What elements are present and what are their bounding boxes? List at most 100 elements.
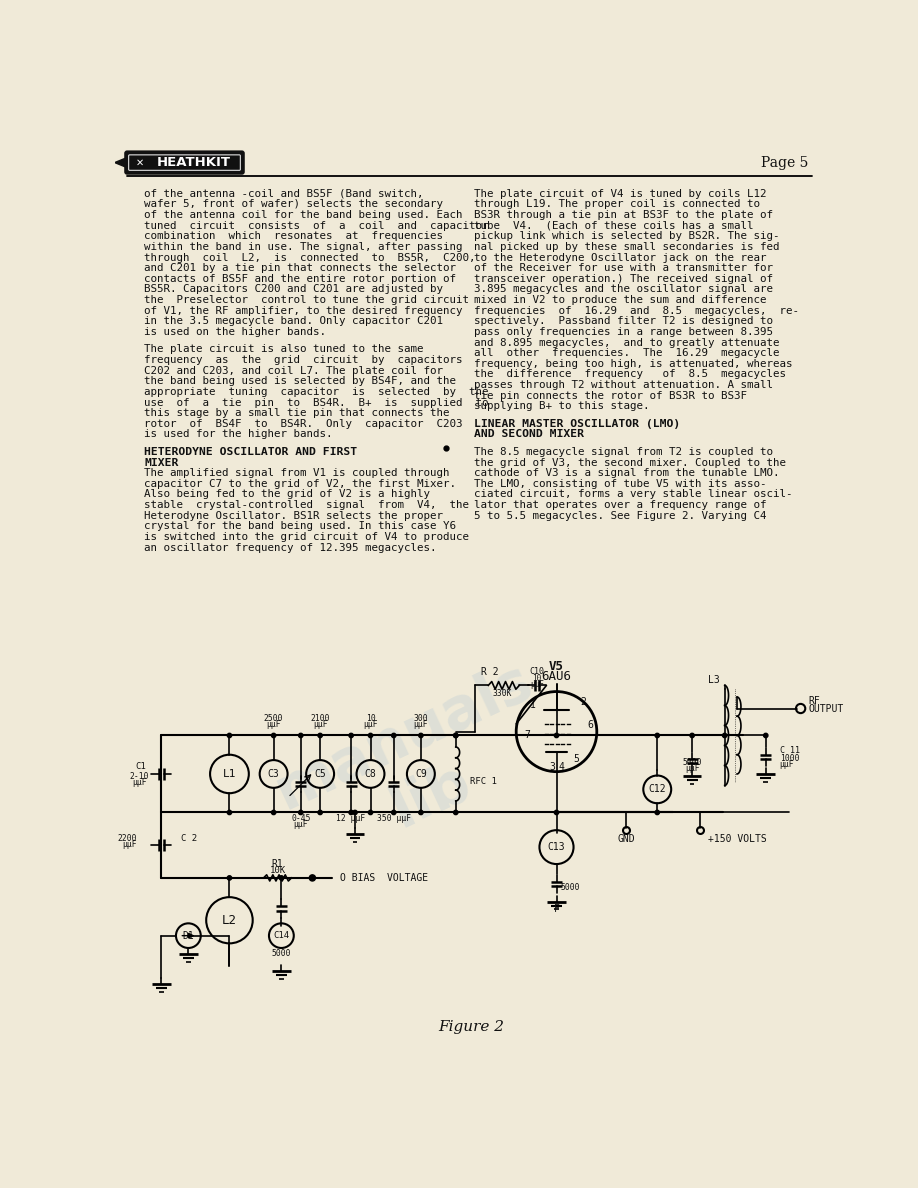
Text: L3: L3	[708, 675, 720, 685]
Circle shape	[554, 810, 559, 815]
Text: stable  crystal-controlled  signal  from  V4,  the: stable crystal-controlled signal from V4…	[144, 500, 469, 510]
Circle shape	[368, 810, 373, 815]
Text: 4: 4	[558, 762, 564, 772]
Text: the band being used is selected by BS4F, and the: the band being used is selected by BS4F,…	[144, 377, 456, 386]
Circle shape	[419, 810, 423, 815]
Circle shape	[318, 733, 322, 738]
Circle shape	[298, 810, 303, 815]
Text: supplying B+ to this stage.: supplying B+ to this stage.	[475, 402, 650, 411]
Text: crystal for the band being used. In this case Y6: crystal for the band being used. In this…	[144, 522, 456, 531]
Text: R 2: R 2	[480, 666, 498, 676]
Text: The amplified signal from V1 is coupled through: The amplified signal from V1 is coupled …	[144, 468, 450, 479]
Text: μμF: μμF	[685, 764, 700, 773]
Text: HETERODYNE OSCILLATOR AND FIRST: HETERODYNE OSCILLATOR AND FIRST	[144, 447, 357, 457]
Text: of the antenna ‑coil and BS5F (Band switch,: of the antenna ‑coil and BS5F (Band swit…	[144, 189, 424, 198]
Text: AND SECOND MIXER: AND SECOND MIXER	[475, 429, 585, 440]
Text: 12 μμF: 12 μμF	[337, 814, 365, 823]
Text: cathode of V3 is a signal from the tunable LMO.: cathode of V3 is a signal from the tunab…	[475, 468, 780, 479]
Text: μμF: μμF	[414, 720, 428, 729]
Text: Page 5: Page 5	[761, 157, 809, 170]
Text: Also being fed to the grid of V2 is a highly: Also being fed to the grid of V2 is a hi…	[144, 489, 431, 499]
Text: C8: C8	[364, 769, 376, 779]
Text: 300: 300	[414, 714, 428, 723]
Text: the  difference  frequency   of  8.5  megacycles: the difference frequency of 8.5 megacycl…	[475, 369, 787, 379]
Text: LINEAR MASTER OSCILLATOR (LMO): LINEAR MASTER OSCILLATOR (LMO)	[475, 419, 680, 429]
Text: 350 μμF: 350 μμF	[376, 814, 411, 823]
Text: this stage by a small tie pin that connects the: this stage by a small tie pin that conne…	[144, 409, 450, 418]
Text: BS3R through a tie pin at BS3F to the plate of: BS3R through a tie pin at BS3F to the pl…	[475, 210, 773, 220]
Text: to the Heterodyne Oscillator jack on the rear: to the Heterodyne Oscillator jack on the…	[475, 253, 767, 263]
Text: the grid of V3, the second mixer. Coupled to the: the grid of V3, the second mixer. Couple…	[475, 457, 787, 468]
Circle shape	[722, 733, 727, 738]
Text: MIXER: MIXER	[144, 457, 179, 468]
Text: μμF: μμF	[364, 720, 378, 729]
Text: μμF: μμF	[122, 840, 137, 849]
Text: of the antenna coil for the band being used. Each: of the antenna coil for the band being u…	[144, 210, 463, 220]
Circle shape	[349, 733, 353, 738]
Text: μμF: μμF	[779, 760, 794, 769]
Text: μμF: μμF	[313, 720, 328, 729]
Text: combination  which  resonates  at  frequencies: combination which resonates at frequenci…	[144, 232, 443, 241]
Text: 5000: 5000	[272, 949, 291, 958]
Text: all  other  frequencies.  The  16.29  megacycle: all other frequencies. The 16.29 megacyc…	[475, 348, 780, 358]
Text: contacts of BS5F and the entire rotor portion of: contacts of BS5F and the entire rotor po…	[144, 273, 456, 284]
Text: Heterodyne Oscillator. BS1R selects the proper: Heterodyne Oscillator. BS1R selects the …	[144, 511, 443, 520]
Text: 6AU6: 6AU6	[542, 670, 572, 683]
Text: OUTPUT: OUTPUT	[809, 703, 844, 714]
Text: lator that operates over a frequency range of: lator that operates over a frequency ran…	[475, 500, 767, 510]
Text: D1: D1	[183, 930, 195, 941]
Text: C202 and C203, and coil L7. The plate coil for: C202 and C203, and coil L7. The plate co…	[144, 366, 443, 375]
Text: nal picked up by these small secondaries is fed: nal picked up by these small secondaries…	[475, 242, 780, 252]
Circle shape	[272, 733, 275, 738]
Circle shape	[228, 733, 231, 738]
Text: ciated circuit, forms a very stable linear oscil-: ciated circuit, forms a very stable line…	[475, 489, 793, 499]
Circle shape	[419, 733, 423, 738]
Text: is used for the higher bands.: is used for the higher bands.	[144, 429, 332, 440]
Text: μμF: μμF	[266, 720, 281, 729]
Text: μμF: μμF	[132, 778, 147, 786]
Text: within the band in use. The signal, after passing: within the band in use. The signal, afte…	[144, 242, 463, 252]
Text: 2: 2	[581, 697, 587, 707]
Text: BS5R. Capacitors C200 and C201 are adjusted by: BS5R. Capacitors C200 and C201 are adjus…	[144, 284, 443, 295]
Circle shape	[353, 810, 357, 815]
Text: tuned  circuit  consists  of  a  coil  and  capacitor: tuned circuit consists of a coil and cap…	[144, 221, 488, 230]
Circle shape	[392, 810, 396, 815]
Text: The LMO, consisting of tube V5 with its asso-: The LMO, consisting of tube V5 with its …	[475, 479, 767, 488]
Circle shape	[368, 733, 373, 738]
Circle shape	[349, 810, 353, 815]
Text: 2-10: 2-10	[129, 772, 150, 781]
Circle shape	[272, 810, 275, 815]
Circle shape	[318, 810, 322, 815]
Text: tube  V4.  (Each of these coils has a small: tube V4. (Each of these coils has a smal…	[475, 221, 754, 230]
Text: appropriate  tuning  capacitor  is  selected  by  the: appropriate tuning capacitor is selected…	[144, 387, 488, 397]
Text: 5000: 5000	[682, 758, 702, 767]
Text: frequency, being too high, is attenuated, whereas: frequency, being too high, is attenuated…	[475, 359, 793, 368]
Text: C12: C12	[648, 784, 666, 795]
Text: 2100: 2100	[310, 714, 330, 723]
Text: through L19. The proper coil is connected to: through L19. The proper coil is connecte…	[475, 200, 760, 209]
Text: L1: L1	[223, 769, 236, 779]
Text: The 8.5 megacycle signal from T2 is coupled to: The 8.5 megacycle signal from T2 is coup…	[475, 447, 773, 457]
Circle shape	[309, 874, 316, 881]
Circle shape	[453, 733, 458, 738]
Text: 3.895 megacycles and the oscillator signal are: 3.895 megacycles and the oscillator sign…	[475, 284, 773, 295]
Text: manuals
lib: manuals lib	[265, 652, 568, 880]
Text: and 8.895 megacycles,  and to greatly attenuate: and 8.895 megacycles, and to greatly att…	[475, 337, 780, 348]
Text: F: F	[554, 904, 559, 914]
Circle shape	[228, 876, 231, 880]
Text: use  of  a  tie  pin  to  BS4R.  B+  is  supplied  to: use of a tie pin to BS4R. B+ is supplied…	[144, 398, 488, 407]
Circle shape	[655, 810, 659, 815]
Text: 6: 6	[588, 720, 594, 731]
Text: rotor  of  BS4F  to  BS4R.  Only  capacitor  C203: rotor of BS4F to BS4R. Only capacitor C2…	[144, 419, 463, 429]
Text: C14: C14	[274, 931, 289, 940]
Circle shape	[453, 810, 458, 815]
Text: mixed in V2 to produce the sum and difference: mixed in V2 to produce the sum and diffe…	[475, 295, 767, 305]
Text: 10: 10	[365, 714, 375, 723]
Text: C10: C10	[530, 666, 544, 676]
Text: 1: 1	[531, 700, 536, 709]
Text: through  coil  L2,  is  connected  to  BS5R,  C200,: through coil L2, is connected to BS5R, C…	[144, 253, 476, 263]
Text: C1: C1	[136, 762, 147, 771]
Text: HEATHKIT: HEATHKIT	[157, 156, 230, 169]
Text: spectively.  Passband filter T2 is designed to: spectively. Passband filter T2 is design…	[475, 316, 773, 327]
Text: The plate circuit of V4 is tuned by coils L12: The plate circuit of V4 is tuned by coil…	[475, 189, 767, 198]
